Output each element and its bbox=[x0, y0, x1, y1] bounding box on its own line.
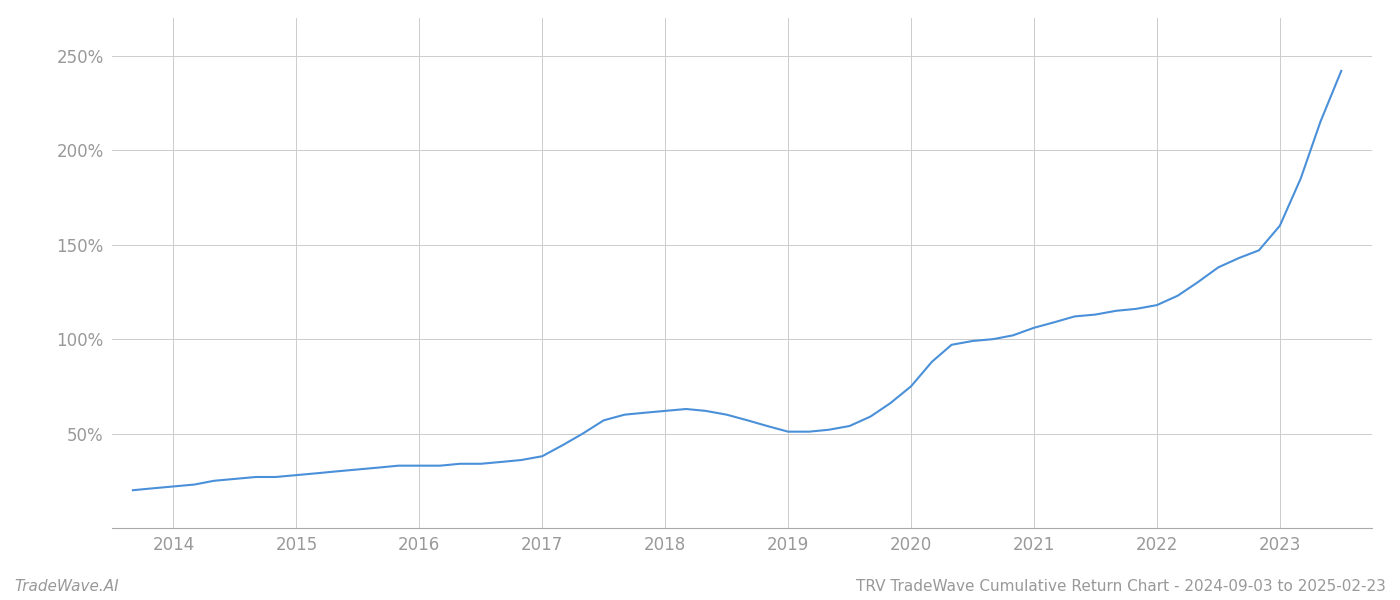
Text: TradeWave.AI: TradeWave.AI bbox=[14, 579, 119, 594]
Text: TRV TradeWave Cumulative Return Chart - 2024-09-03 to 2025-02-23: TRV TradeWave Cumulative Return Chart - … bbox=[857, 579, 1386, 594]
